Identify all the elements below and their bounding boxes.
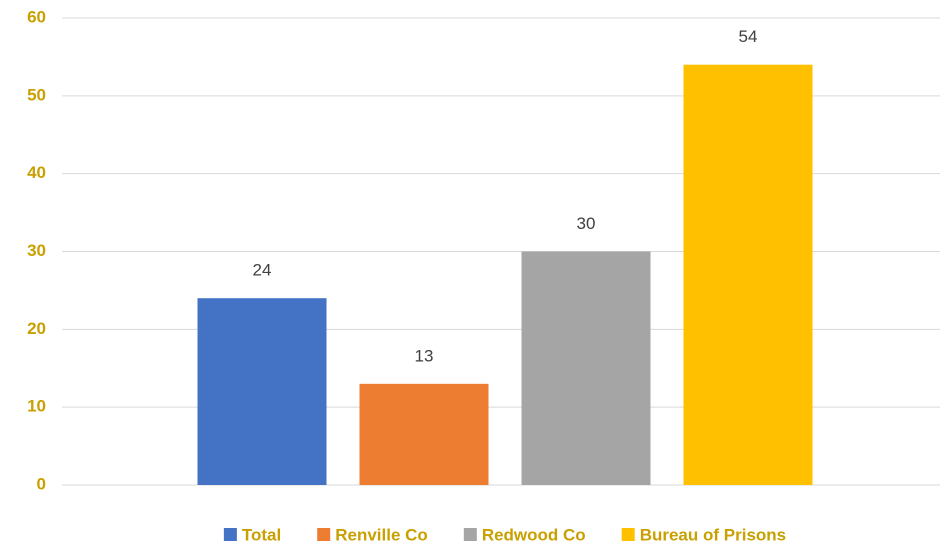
legend-label: Redwood Co bbox=[482, 525, 586, 544]
legend-swatch bbox=[317, 528, 331, 541]
legend-swatch bbox=[621, 528, 635, 541]
legend-label: Bureau of Prisons bbox=[640, 525, 786, 544]
y-tick-label: 60 bbox=[27, 7, 46, 26]
y-tick-label: 50 bbox=[27, 85, 46, 104]
legend-swatch bbox=[223, 528, 237, 541]
y-tick-label: 40 bbox=[27, 163, 46, 182]
legend-swatch bbox=[463, 528, 477, 541]
legend-label: Renville Co bbox=[335, 525, 428, 544]
bar bbox=[521, 251, 651, 485]
data-label: 30 bbox=[577, 214, 596, 233]
legend-label: Total bbox=[242, 525, 281, 544]
data-label: 13 bbox=[415, 346, 434, 365]
y-tick-label: 0 bbox=[37, 474, 46, 493]
data-label: 54 bbox=[739, 27, 758, 46]
y-tick-label: 20 bbox=[27, 319, 46, 338]
data-label: 24 bbox=[253, 261, 272, 280]
bar bbox=[197, 298, 327, 485]
bar bbox=[683, 64, 813, 485]
y-tick-label: 10 bbox=[27, 397, 46, 416]
bar bbox=[359, 383, 489, 485]
y-tick-label: 30 bbox=[27, 241, 46, 260]
